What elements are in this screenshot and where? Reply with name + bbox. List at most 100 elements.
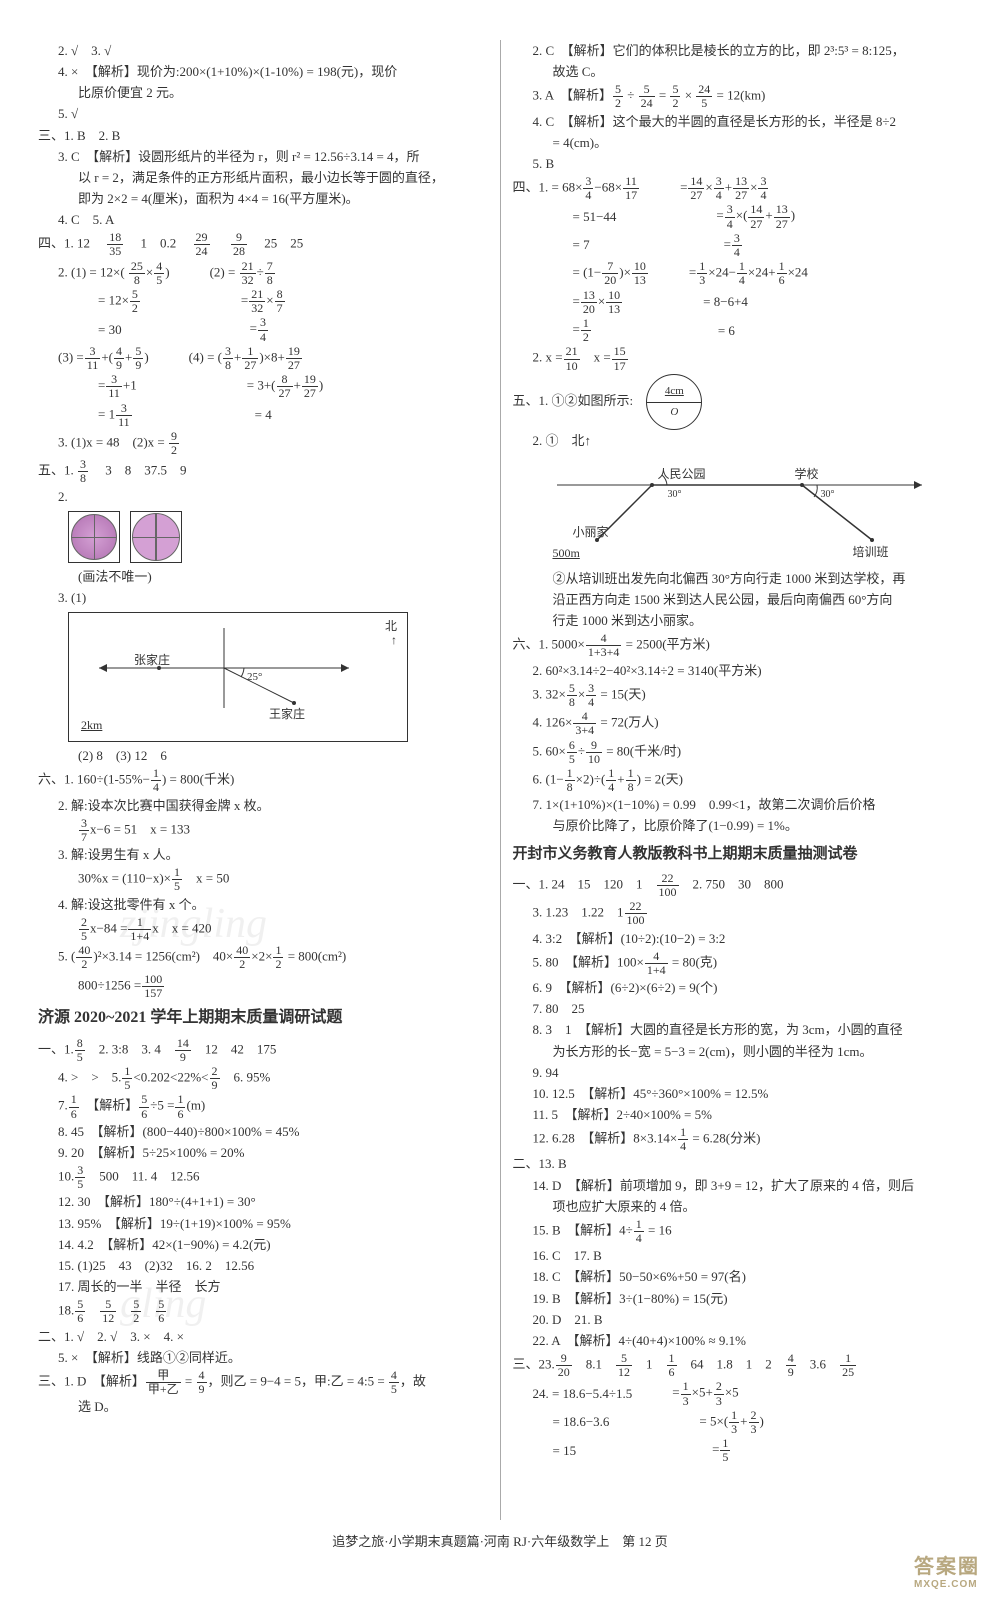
text: = 4(cm)。 (512, 133, 962, 153)
t: = 3+( (247, 378, 276, 393)
row: = 7 =34 (512, 232, 962, 259)
text: 9. 94 (512, 1063, 962, 1083)
text: 3. 解:设男生有 x 人。 (38, 845, 488, 865)
row: 7.16 【解析】56÷5 =16(m) (38, 1093, 488, 1120)
row: 4. 126×43+4 = 72(万人) (512, 710, 962, 737)
label: 培训班 (852, 543, 888, 562)
row: 5. 60×65÷910 = 80(千米/时) (512, 739, 962, 766)
circle-figure: 4cm O (646, 374, 702, 430)
row: 10.35 500 11. 4 12.56 (38, 1164, 488, 1191)
text: 选 D。 (38, 1397, 488, 1417)
frac: 1927 (302, 373, 318, 400)
t: 3. (1)x = 48 (2)x = (58, 435, 165, 450)
text: 14. D 【解析】前项增加 9，即 3+9 = 12，扩大了原来的 4 倍，则… (512, 1176, 962, 1196)
scale: 2km (81, 716, 102, 735)
text: 13. 95% 【解析】19÷(1+19)×100% = 95% (38, 1214, 488, 1234)
frac: 2924 (194, 231, 210, 258)
stamp-text: 答案圈 (914, 1556, 980, 1578)
text: 12. 30 【解析】180°÷(4+1+1) = 30° (38, 1192, 488, 1212)
t: 四、1. 12 (38, 236, 103, 251)
text: 二、1. √ 2. √ 3. × 4. × (38, 1327, 488, 1347)
row: 一、1. 24 15 120 1 22100 2. 750 30 800 (512, 872, 962, 899)
left-column: 2. √ 3. √ 4. × 【解析】现价为:200×(1+10%)×(1-10… (30, 40, 496, 1520)
text: 20. D 21. B (512, 1310, 962, 1330)
text: 4. C 5. A (38, 210, 488, 230)
text: 19. B 【解析】3÷(1−80%) = 15(元) (512, 1289, 962, 1309)
t: = (250, 321, 257, 336)
t: (3) = (58, 349, 84, 364)
row: 四、1. = 68×34−68×1117 =1427×34+1327×34 (512, 175, 962, 202)
label: 25° (247, 669, 262, 686)
row: 24. = 18.6−5.4÷1.5 =13×5+23×5 (512, 1380, 962, 1407)
row: 三、1. D 【解析】甲甲+乙 = 49，则乙 = 9−4 = 5，甲:乙 = … (38, 1369, 488, 1396)
t: 五、1. (38, 463, 74, 478)
eq: 30%x = (110−x)×15 x = 50 (38, 866, 488, 893)
t: +1 (123, 378, 137, 393)
note: (画法不唯一) (38, 567, 488, 587)
page-footer: 追梦之旅·小学期末真题篇·河南 RJ·六年级数学上 第 12 页 (0, 1531, 1000, 1550)
frac: 311 (85, 345, 101, 372)
section-title: 开封市义务教育人教版教科书上期期末质量抽测试卷 (512, 843, 962, 866)
row: = 18.6−3.6 = 5×(13+23) (512, 1409, 962, 1436)
column-divider (500, 40, 501, 1520)
row: = 51−44 =34×(1427+1327) (512, 203, 962, 230)
text: 3. C 【解析】设圆形纸片的半径为 r，则 r² = 12.56÷3.14 =… (38, 147, 488, 167)
text: 三、1. B 2. B (38, 126, 488, 146)
right-column: 2. C 【解析】它们的体积比是棱长的立方的比，即 2³:5³ = 8:125，… (504, 40, 970, 1520)
frac: 2132 (240, 260, 256, 287)
text: 故选 C。 (512, 62, 962, 82)
text: 7. 1×(1+10%)×(1−10%) = 0.99 0.99<1，故第二次调… (512, 795, 962, 815)
figure-circles (68, 511, 488, 563)
q5-2: 2. ① 北↑ (512, 431, 962, 451)
label: 人民公园 (657, 465, 705, 484)
eq: 25x−84 =11+4x x = 420 (38, 916, 488, 943)
page: 2. √ 3. √ 4. × 【解析】现价为:200×(1+10%)×(1-10… (0, 0, 1000, 1540)
text: 与原价比降了，比原价降了(1−0.99) = 1%。 (512, 816, 962, 836)
row: = 30 =34 (38, 316, 488, 343)
q5-3: 3. (1) (38, 588, 488, 608)
row: = 1311 = 4 (38, 402, 488, 429)
t: = (241, 293, 248, 308)
frac: 49 (114, 345, 124, 372)
text: 10. 12.5 【解析】45°÷360°×100% = 12.5% (512, 1084, 962, 1104)
frac: 127 (242, 345, 258, 372)
frac: 38 (223, 345, 233, 372)
scale: 500m (552, 544, 579, 563)
t: = 12× (98, 293, 129, 308)
q5-1: 五、1. 38 3 8 37.5 9 (38, 458, 488, 485)
t (214, 236, 227, 251)
text: 7. 80 25 (512, 999, 962, 1019)
text: 项也应扩大原来的 4 倍。 (512, 1197, 962, 1217)
text: 9. 20 【解析】5÷25×100% = 20% (38, 1143, 488, 1163)
row: =12 = 6 (512, 317, 962, 344)
row: 六、1. 5000×41+3+4 = 2500(平方米) (512, 632, 962, 659)
q6-1: 六、1. 160÷(1-55%−14) = 800(千米) (38, 767, 488, 794)
label: 张家庄 (134, 651, 170, 670)
frac: 38 (78, 458, 88, 485)
frac: 59 (133, 345, 143, 372)
q4-1: 四、1. 12 1835 1 0.2 2924 928 25 25 (38, 231, 488, 258)
text: 二、13. B (512, 1154, 962, 1174)
row: 12. 6.28 【解析】8×3.14×14 = 6.28(分米) (512, 1126, 962, 1153)
text: 行走 1000 米到达小丽家。 (512, 611, 962, 631)
text: 比原价便宜 2 元。 (38, 83, 488, 103)
frac: 2132 (249, 288, 265, 315)
frac: 52 (130, 288, 140, 315)
text: 2. 解:设本次比赛中国获得金牌 x 枚。 (38, 796, 488, 816)
text: 8. 3 1 【解析】大圆的直径是长方形的宽，为 3cm，小圆的直径 (512, 1020, 962, 1040)
text: 17. 周长的一半 半径 长方 (38, 1277, 488, 1297)
frac: 311 (116, 402, 132, 429)
frac: 311 (106, 373, 122, 400)
text: 22. A 【解析】4÷(40+4)×100% ≈ 9.1% (512, 1331, 962, 1351)
q4-2: 2. (1) = 12×( 258×45) (2) = 2132÷78 (38, 260, 488, 287)
q4-3s: 3. (1)x = 48 (2)x = 92 (38, 430, 488, 457)
row: 3. 32×58×34 = 15(天) (512, 682, 962, 709)
text: 5. × 【解析】线路①②同样近。 (38, 1348, 488, 1368)
frac: 78 (265, 260, 275, 287)
t: 3 8 37.5 9 (92, 463, 186, 478)
text: 16. C 17. B (512, 1246, 962, 1266)
label: 30° (667, 487, 681, 503)
eq: 37x−6 = 51 x = 133 (38, 817, 488, 844)
frac: 45 (154, 260, 164, 287)
q4-3: (3) =311+(49+59) (4) = (38+127)×8+1927 (38, 345, 488, 372)
